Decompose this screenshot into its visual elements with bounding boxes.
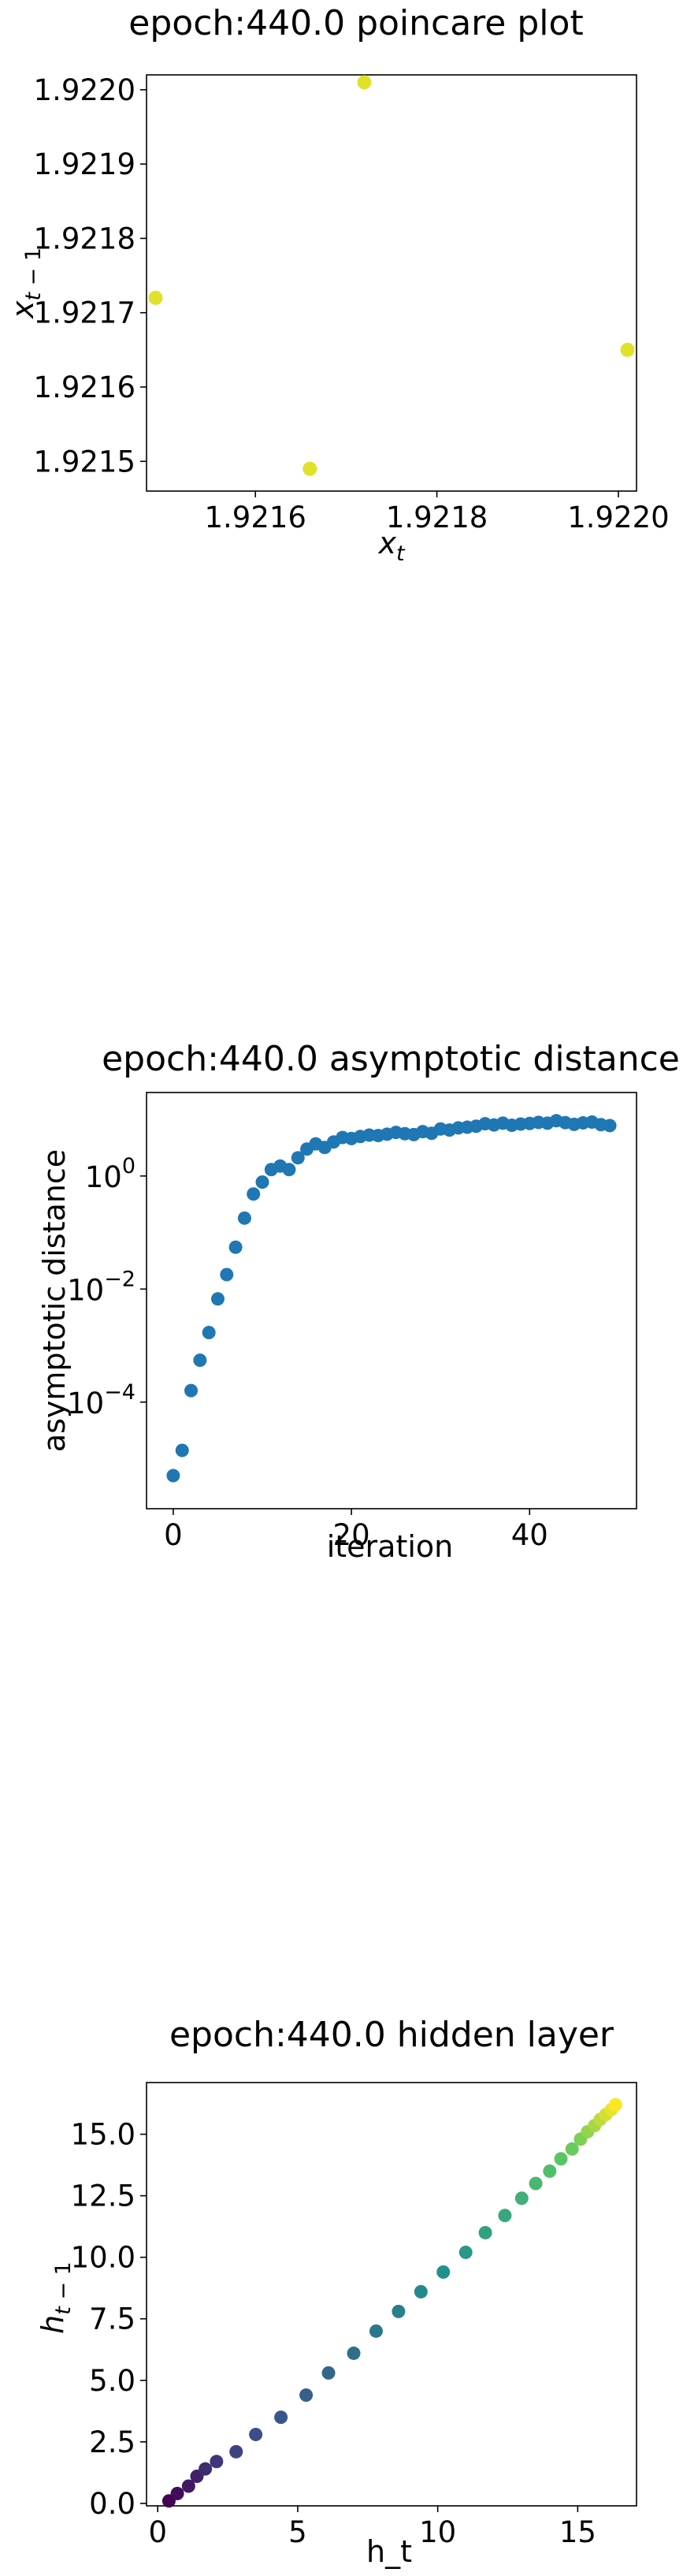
poincare-x-axis-label: xt — [377, 526, 406, 566]
scatter-point — [181, 2479, 195, 2493]
poincare-y-ticks: 1.9215 1.9216 1.9217 1.9218 1.9219 1.9220 — [34, 73, 147, 478]
scatter-point — [148, 290, 163, 305]
hidden-layer-x-axis-label: h_t — [366, 2534, 412, 2569]
scatter-point — [166, 1469, 180, 1483]
x-tick-label: 20 — [333, 1518, 370, 1552]
poincare-plot-area — [146, 74, 637, 492]
x-tick-label: 0 — [164, 1518, 183, 1552]
asymptotic-distance-points — [166, 1114, 617, 1483]
scatter-point — [554, 2152, 568, 2166]
scatter-point — [436, 2265, 451, 2279]
poincare-chart-title: epoch:440.0 poincare plot — [128, 3, 583, 43]
scatter-point — [229, 2444, 243, 2459]
scatter-point — [249, 2427, 263, 2441]
scatter-point — [303, 461, 317, 476]
poincare-x-ticks: 1.9216 1.9218 1.9220 — [204, 491, 670, 534]
scatter-point — [603, 1119, 617, 1133]
scatter-point — [321, 2366, 336, 2380]
y-tick-label: 15.0 — [71, 2118, 135, 2152]
scatter-point — [543, 2164, 557, 2178]
scatter-point — [175, 1443, 189, 1457]
scatter-point — [347, 2346, 361, 2360]
scatter-point — [478, 2225, 492, 2239]
scatter-point — [357, 75, 372, 90]
scatter-point — [282, 1163, 296, 1177]
scatter-point — [237, 1211, 251, 1225]
scatter-point — [514, 2191, 529, 2206]
hidden-layer-points — [161, 2098, 622, 2508]
hidden-layer-plot-area — [146, 2082, 637, 2507]
hidden-layer-chart-title: epoch:440.0 hidden layer — [169, 2015, 614, 2055]
y-tick-label: 1.9218 — [34, 221, 135, 255]
scatter-point — [199, 2462, 213, 2476]
scatter-point — [210, 2455, 224, 2469]
y-tick-label: 2.5 — [89, 2425, 135, 2459]
x-tick-label: 40 — [511, 1518, 548, 1552]
asymptotic-distance-x-axis-label: iteration — [327, 1529, 454, 1564]
y-tick-label: 1.9219 — [34, 147, 135, 181]
asymptotic-distance-y-axis-label: asymptotic distance — [37, 1149, 72, 1452]
scatter-point — [170, 2486, 184, 2500]
y-tick-label: 5.0 — [89, 2364, 135, 2398]
scatter-point — [498, 2209, 512, 2223]
scatter-point — [369, 2324, 383, 2338]
y-tick-label: 7.5 — [89, 2302, 135, 2336]
asymptotic-distance-plot-area — [146, 1092, 637, 1509]
x-tick-label: 15 — [559, 2515, 596, 2549]
scatter-point — [202, 1326, 216, 1340]
x-tick-label: 5 — [288, 2515, 307, 2549]
scatter-point — [565, 2142, 579, 2156]
y-tick-label: 0.0 — [89, 2487, 135, 2521]
y-tick-label: 1.9220 — [34, 73, 135, 107]
scatter-point — [184, 1383, 199, 1398]
scatter-point — [220, 1268, 234, 1282]
x-tick-label: 1.9220 — [567, 501, 669, 534]
hidden-layer-x-ticks: 0 5 10 15 — [148, 2506, 596, 2549]
scatter-point — [620, 342, 635, 357]
scatter-point — [299, 2388, 314, 2403]
y-tick-label: 1.9216 — [34, 370, 135, 404]
asymptotic-distance-chart-title: epoch:440.0 asymptotic distance — [102, 1039, 680, 1079]
y-tick-label: 100 — [85, 1154, 135, 1194]
y-tick-label: 1.9215 — [34, 445, 135, 478]
hidden-layer-y-axis-label: ht − 1 — [35, 2261, 76, 2334]
y-tick-label: 1.9217 — [34, 296, 135, 330]
y-tick-label: 10.0 — [71, 2241, 135, 2275]
scatter-point — [608, 2098, 622, 2112]
scatter-point — [210, 1292, 225, 1306]
y-tick-label: 12.5 — [71, 2180, 135, 2213]
scatter-point — [247, 1187, 261, 1201]
x-tick-label: 1.9216 — [204, 501, 306, 534]
scatter-point — [392, 2304, 406, 2318]
asymptotic-distance-chart: epoch:440.0 asymptotic distance 0 20 40 10… — [37, 1039, 680, 1564]
poincare-y-axis-label: xt − 1 — [6, 248, 46, 319]
y-tick-label: 10−2 — [67, 1267, 135, 1307]
poincare-chart: epoch:440.0 poincare plot 1.9216 1.9218 1.… — [6, 3, 670, 566]
hidden-layer-y-ticks: 0.0 2.5 5.0 7.5 10.0 12.5 15.0 — [71, 2118, 147, 2521]
poincare-points — [148, 75, 635, 476]
x-tick-label: 0 — [148, 2515, 167, 2549]
x-tick-label: 1.9218 — [386, 501, 488, 534]
scatter-point — [414, 2284, 428, 2299]
scatter-point — [228, 1240, 243, 1254]
x-tick-label: 10 — [419, 2515, 456, 2549]
y-tick-label: 10−4 — [67, 1380, 135, 1420]
asymptotic-distance-x-ticks: 0 20 40 — [164, 1509, 548, 1552]
scatter-point — [458, 2245, 473, 2259]
scatter-point — [529, 2176, 543, 2191]
scatter-point — [255, 1175, 269, 1189]
scatter-point — [193, 1353, 207, 1368]
scatter-point — [291, 1151, 305, 1165]
scatter-point — [274, 2410, 288, 2425]
hidden-layer-chart: epoch:440.0 hidden layer 0 5 10 15 0.0 2.5 5.… — [35, 2015, 637, 2569]
asymptotic-distance-y-ticks: 10−4 10−2 100 — [67, 1154, 147, 1420]
